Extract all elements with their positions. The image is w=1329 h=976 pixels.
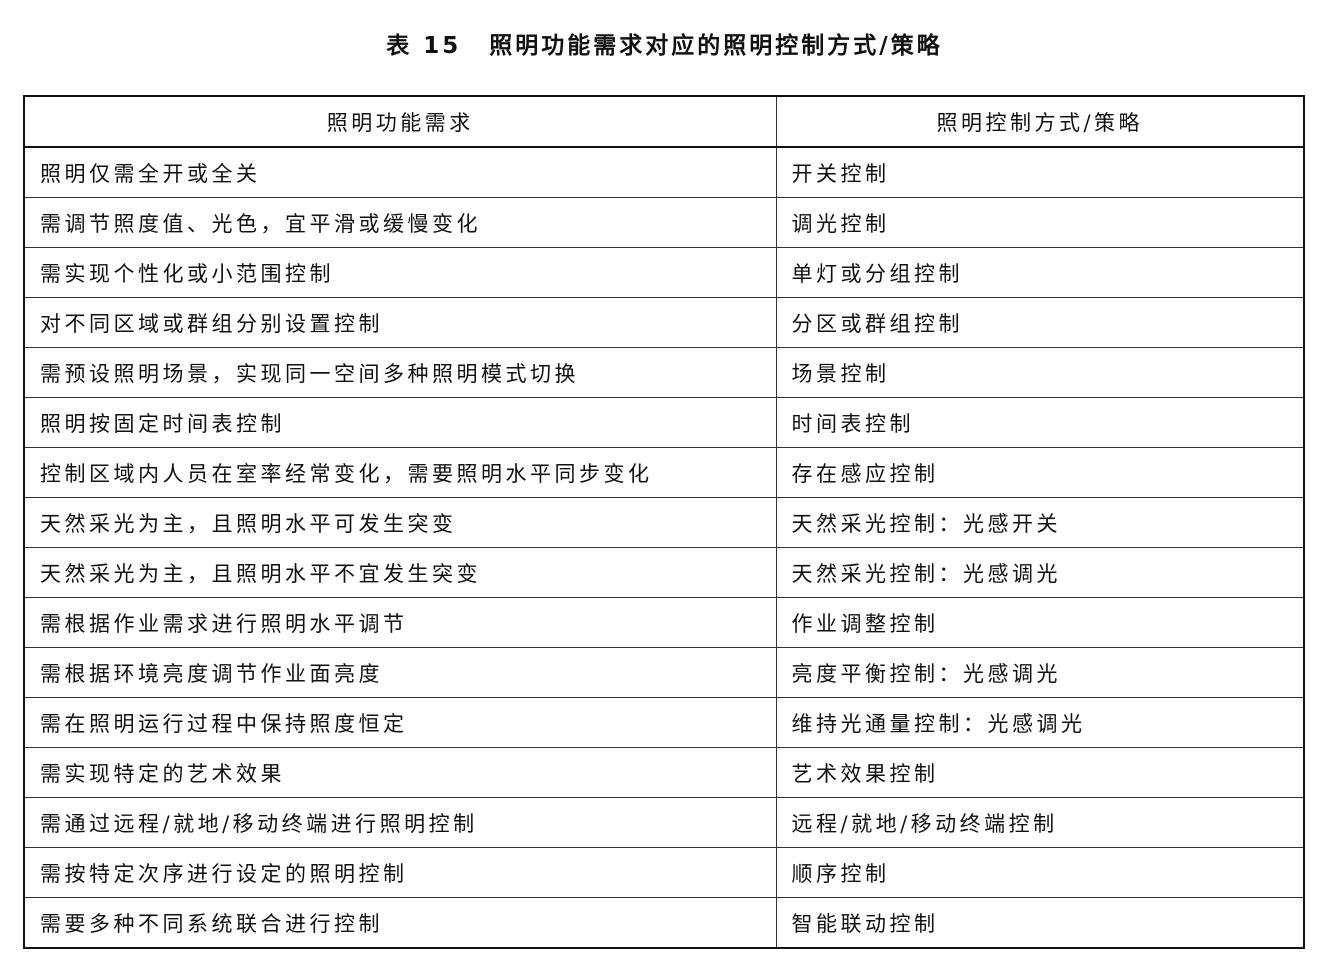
requirement-cell: 需预设照明场景，实现同一空间多种照明模式切换 [23,347,777,398]
table-caption: 照明功能需求对应的照明控制方式/策略 [489,33,943,59]
control-strategy-cell: 存在感应控制 [775,447,1305,498]
requirement-cell: 控制区域内人员在室率经常变化，需要照明水平同步变化 [23,447,777,498]
control-strategy-cell: 场景控制 [775,347,1305,398]
requirement-cell: 照明仅需全开或全关 [23,146,777,198]
requirement-cell: 需根据环境亮度调节作业面亮度 [23,647,777,698]
table-number: 表 15 [386,33,462,59]
table-row: 天然采光为主，且照明水平不宜发生突变 天然采光控制：光感调光 [23,547,1305,598]
control-strategy-cell: 智能联动控制 [775,897,1305,949]
control-strategy-cell: 调光控制 [775,197,1305,248]
requirement-cell: 需要多种不同系统联合进行控制 [23,897,777,949]
control-strategy-cell: 顺序控制 [775,847,1305,898]
table-row: 需要多种不同系统联合进行控制 智能联动控制 [23,897,1305,949]
requirement-cell: 需根据作业需求进行照明水平调节 [23,597,777,648]
header-control-strategy: 照明控制方式/策略 [775,95,1305,148]
requirement-cell: 需实现特定的艺术效果 [23,747,777,798]
requirement-cell: 需在照明运行过程中保持照度恒定 [23,697,777,748]
table-row: 需在照明运行过程中保持照度恒定 维持光通量控制：光感调光 [23,697,1305,748]
table-row: 对不同区域或群组分别设置控制 分区或群组控制 [23,297,1305,348]
requirement-cell: 对不同区域或群组分别设置控制 [23,297,777,348]
requirement-cell: 天然采光为主，且照明水平不宜发生突变 [23,547,777,598]
requirement-cell: 需通过远程/就地/移动终端进行照明控制 [23,797,777,848]
control-strategy-cell: 单灯或分组控制 [775,247,1305,298]
table-title: 表 15 照明功能需求对应的照明控制方式/策略 [0,26,1329,60]
control-strategy-cell: 维持光通量控制：光感调光 [775,697,1305,748]
table-row: 需按特定次序进行设定的照明控制 顺序控制 [23,847,1305,898]
control-strategy-cell: 作业调整控制 [775,597,1305,648]
table-row: 需根据环境亮度调节作业面亮度 亮度平衡控制：光感调光 [23,647,1305,698]
table-row: 照明仅需全开或全关 开关控制 [23,146,1305,198]
table-row: 天然采光为主，且照明水平可发生突变 天然采光控制：光感开关 [23,497,1305,548]
lighting-control-table: 照明功能需求 照明控制方式/策略 照明仅需全开或全关 开关控制 需调节照度值、光色，… [23,95,1305,949]
table-row: 需预设照明场景，实现同一空间多种照明模式切换 场景控制 [23,347,1305,398]
control-strategy-cell: 开关控制 [775,146,1305,198]
control-strategy-cell: 艺术效果控制 [775,747,1305,798]
table-row: 照明按固定时间表控制 时间表控制 [23,397,1305,448]
table-row: 需调节照度值、光色，宜平滑或缓慢变化 调光控制 [23,197,1305,248]
requirement-cell: 需实现个性化或小范围控制 [23,247,777,298]
control-strategy-cell: 分区或群组控制 [775,297,1305,348]
table-row: 需实现个性化或小范围控制 单灯或分组控制 [23,247,1305,298]
requirement-cell: 照明按固定时间表控制 [23,397,777,448]
control-strategy-cell: 远程/就地/移动终端控制 [775,797,1305,848]
table-row: 控制区域内人员在室率经常变化，需要照明水平同步变化 存在感应控制 [23,447,1305,498]
control-strategy-cell: 时间表控制 [775,397,1305,448]
requirement-cell: 需调节照度值、光色，宜平滑或缓慢变化 [23,197,777,248]
header-requirement: 照明功能需求 [23,95,777,148]
table-row: 需实现特定的艺术效果 艺术效果控制 [23,747,1305,798]
control-strategy-cell: 天然采光控制：光感调光 [775,547,1305,598]
requirement-cell: 天然采光为主，且照明水平可发生突变 [23,497,777,548]
table-row: 需通过远程/就地/移动终端进行照明控制 远程/就地/移动终端控制 [23,797,1305,848]
requirement-cell: 需按特定次序进行设定的照明控制 [23,847,777,898]
table-row: 需根据作业需求进行照明水平调节 作业调整控制 [23,597,1305,648]
header-row: 照明功能需求 照明控制方式/策略 [23,95,1305,148]
control-strategy-cell: 天然采光控制：光感开关 [775,497,1305,548]
control-strategy-cell: 亮度平衡控制：光感调光 [775,647,1305,698]
